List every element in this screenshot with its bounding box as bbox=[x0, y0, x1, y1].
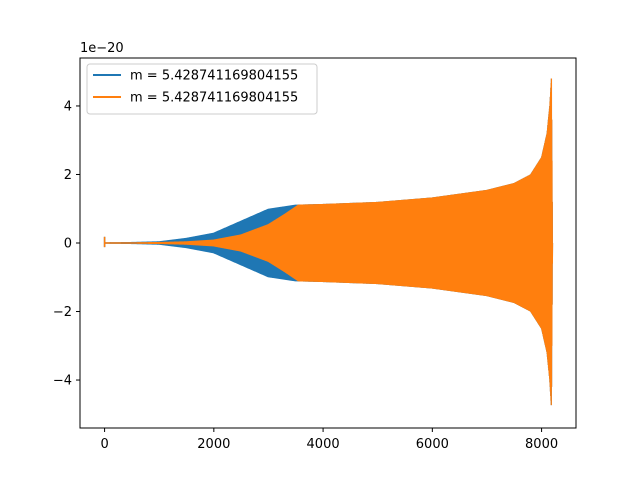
legend-label-series-1: m = 5.428741169804155 bbox=[130, 69, 298, 84]
y-tick-label: 2 bbox=[64, 168, 72, 183]
y-axis: −4 −2 0 2 4 bbox=[53, 99, 80, 389]
y-axis-offset-text: 1e−20 bbox=[80, 41, 124, 56]
plot-area bbox=[103, 78, 554, 406]
y-tick-label: 0 bbox=[64, 237, 72, 252]
x-tick-label: 0 bbox=[100, 437, 108, 452]
y-tick-label: −4 bbox=[53, 374, 72, 389]
x-tick-label: 2000 bbox=[197, 437, 230, 452]
legend: m = 5.428741169804155 m = 5.428741169804… bbox=[86, 63, 318, 115]
legend-label-series-2: m = 5.428741169804155 bbox=[130, 91, 298, 106]
x-tick-label: 4000 bbox=[307, 437, 340, 452]
y-tick-label: −2 bbox=[53, 305, 72, 320]
x-axis: 0 2000 4000 6000 8000 bbox=[100, 428, 558, 452]
x-tick-label: 6000 bbox=[416, 437, 449, 452]
y-tick-label: 4 bbox=[64, 99, 72, 114]
x-tick-label: 8000 bbox=[525, 437, 558, 452]
series-line-2 bbox=[103, 78, 554, 406]
legend-box bbox=[86, 63, 318, 115]
